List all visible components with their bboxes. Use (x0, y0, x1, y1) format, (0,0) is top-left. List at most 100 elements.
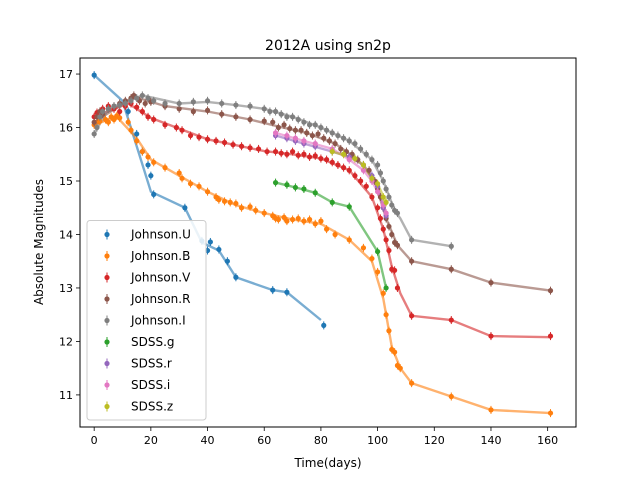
data-point (270, 287, 276, 293)
data-point (346, 157, 352, 163)
data-point (134, 104, 140, 110)
data-point (233, 114, 239, 120)
data-point (301, 151, 307, 157)
data-point (187, 181, 194, 187)
data-point (267, 108, 273, 115)
data-point (389, 231, 395, 238)
legend-marker (104, 382, 110, 388)
data-point (329, 148, 335, 155)
data-point (392, 267, 398, 273)
data-point (187, 132, 194, 139)
data-point (301, 119, 307, 125)
legend-marker (104, 296, 110, 302)
data-point (329, 159, 335, 165)
data-point (284, 182, 290, 188)
data-point (134, 95, 140, 101)
data-point (142, 100, 148, 107)
data-point (97, 118, 103, 124)
data-point (352, 140, 358, 147)
data-point (204, 189, 211, 195)
data-point (145, 154, 151, 160)
data-points (91, 71, 554, 418)
data-point (306, 122, 313, 128)
plot-area (79, 57, 577, 428)
data-point (91, 72, 97, 78)
data-point (340, 165, 347, 171)
data-point (312, 221, 318, 227)
legend-label: Johnson.B (130, 249, 190, 263)
data-point (340, 151, 347, 157)
data-point (318, 124, 324, 131)
data-point (238, 143, 245, 149)
data-point (162, 122, 168, 128)
model-line (93, 74, 322, 321)
legend-label: SDSS.i (131, 378, 170, 392)
data-point (287, 125, 293, 132)
data-point (386, 223, 392, 230)
data-point (394, 242, 401, 248)
data-point (397, 365, 403, 371)
legend-label: Johnson.V (130, 271, 191, 285)
data-point (394, 210, 401, 216)
data-point (409, 237, 415, 243)
data-point (298, 127, 304, 133)
y-tick-label: 15 (59, 175, 73, 188)
y-tick-label: 11 (59, 389, 73, 402)
data-point (335, 162, 341, 168)
data-point (91, 131, 97, 137)
legend-marker (104, 339, 110, 345)
data-point (312, 140, 318, 147)
data-point (128, 127, 134, 133)
legend-label: Johnson.R (130, 292, 190, 306)
data-point (275, 124, 281, 131)
data-point (105, 119, 111, 125)
data-point (270, 119, 276, 125)
data-point (134, 138, 140, 144)
data-point (383, 237, 389, 243)
data-point (190, 108, 196, 115)
data-point (448, 317, 454, 323)
data-point (204, 136, 211, 142)
data-point (151, 159, 157, 165)
data-point (125, 108, 131, 115)
data-point (272, 108, 279, 115)
data-point (488, 407, 494, 413)
data-point (176, 106, 182, 112)
data-point (122, 100, 128, 107)
data-point (190, 99, 196, 105)
data-point (409, 313, 415, 319)
data-point (321, 322, 327, 328)
data-point (227, 199, 233, 205)
data-point (272, 180, 279, 186)
x-tick-label: 100 (367, 434, 388, 447)
data-point (375, 248, 381, 255)
data-point (318, 155, 324, 162)
chart-title: 2012A using sn2p (265, 38, 391, 54)
data-point (301, 218, 307, 224)
data-point (238, 205, 245, 211)
data-point (219, 111, 225, 117)
y-tick-label: 12 (59, 335, 73, 348)
data-point (323, 157, 330, 163)
data-point (151, 98, 157, 104)
data-point (219, 100, 225, 107)
data-point (261, 210, 267, 216)
data-point (409, 380, 415, 386)
data-point (117, 108, 123, 115)
data-point (278, 111, 284, 117)
data-point (360, 167, 367, 173)
data-point (134, 131, 140, 137)
data-point (125, 119, 131, 125)
data-point (547, 333, 554, 339)
y-axis: 11 12 13 14 15 16 17 (59, 68, 80, 402)
data-point (375, 181, 381, 187)
x-tick-label: 120 (424, 434, 445, 447)
data-point (278, 150, 284, 156)
data-point (329, 199, 335, 205)
y-tick-label: 13 (59, 282, 73, 295)
data-point (369, 175, 375, 181)
data-point (151, 116, 157, 123)
data-point (346, 237, 352, 243)
data-point (321, 135, 327, 141)
data-point (247, 103, 253, 109)
